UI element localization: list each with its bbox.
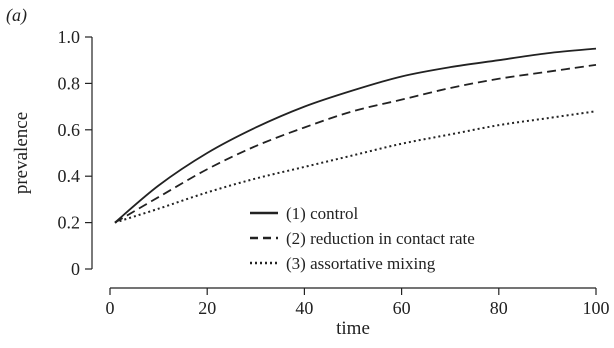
series-line-3: [114, 110, 597, 224]
x-tick-label: 100: [583, 298, 610, 318]
y-tick-label: 1.0: [58, 27, 81, 47]
legend: (1) control (2) reduction in contact rate…: [250, 204, 475, 273]
y-tick-label: 0.2: [58, 213, 81, 233]
y-tick-label: 0.8: [58, 73, 81, 93]
legend-label-1: (1) control: [286, 204, 359, 223]
series-line-1: [114, 47, 597, 224]
legend-label-3: (3) assortative mixing: [286, 254, 436, 273]
panel-label: (a): [6, 5, 27, 26]
y-tick-label: 0: [71, 259, 80, 279]
y-tick-label: 0.4: [58, 166, 81, 186]
y-ticks: 0 0.2 0.4 0.6 0.8 1.0: [58, 27, 92, 279]
x-ticks: 0 20 40 60 80 100: [106, 288, 610, 318]
y-tick-label: 0.6: [58, 120, 81, 140]
x-axis-label: time: [336, 318, 370, 339]
y-axis-label: prevalence: [11, 112, 32, 194]
x-tick-label: 60: [393, 298, 411, 318]
x-tick-label: 80: [490, 298, 508, 318]
series-line-2: [114, 63, 597, 224]
x-tick-label: 0: [106, 298, 115, 318]
x-tick-label: 40: [295, 298, 313, 318]
x-tick-label: 20: [198, 298, 216, 318]
series-lines: [114, 47, 597, 224]
legend-label-2: (2) reduction in contact rate: [286, 229, 475, 248]
